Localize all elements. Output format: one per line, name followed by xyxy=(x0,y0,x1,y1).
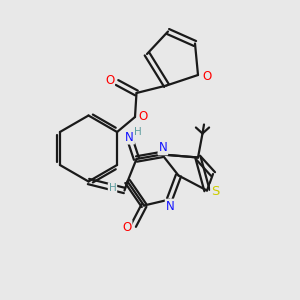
Text: O: O xyxy=(105,74,114,88)
Text: O: O xyxy=(122,220,131,234)
Text: S: S xyxy=(211,185,220,198)
Text: N: N xyxy=(158,141,167,154)
Text: H: H xyxy=(109,183,116,193)
Text: N: N xyxy=(125,130,134,144)
Text: H: H xyxy=(134,127,141,137)
Text: O: O xyxy=(202,70,211,83)
Text: O: O xyxy=(139,110,148,123)
Text: N: N xyxy=(166,200,175,213)
